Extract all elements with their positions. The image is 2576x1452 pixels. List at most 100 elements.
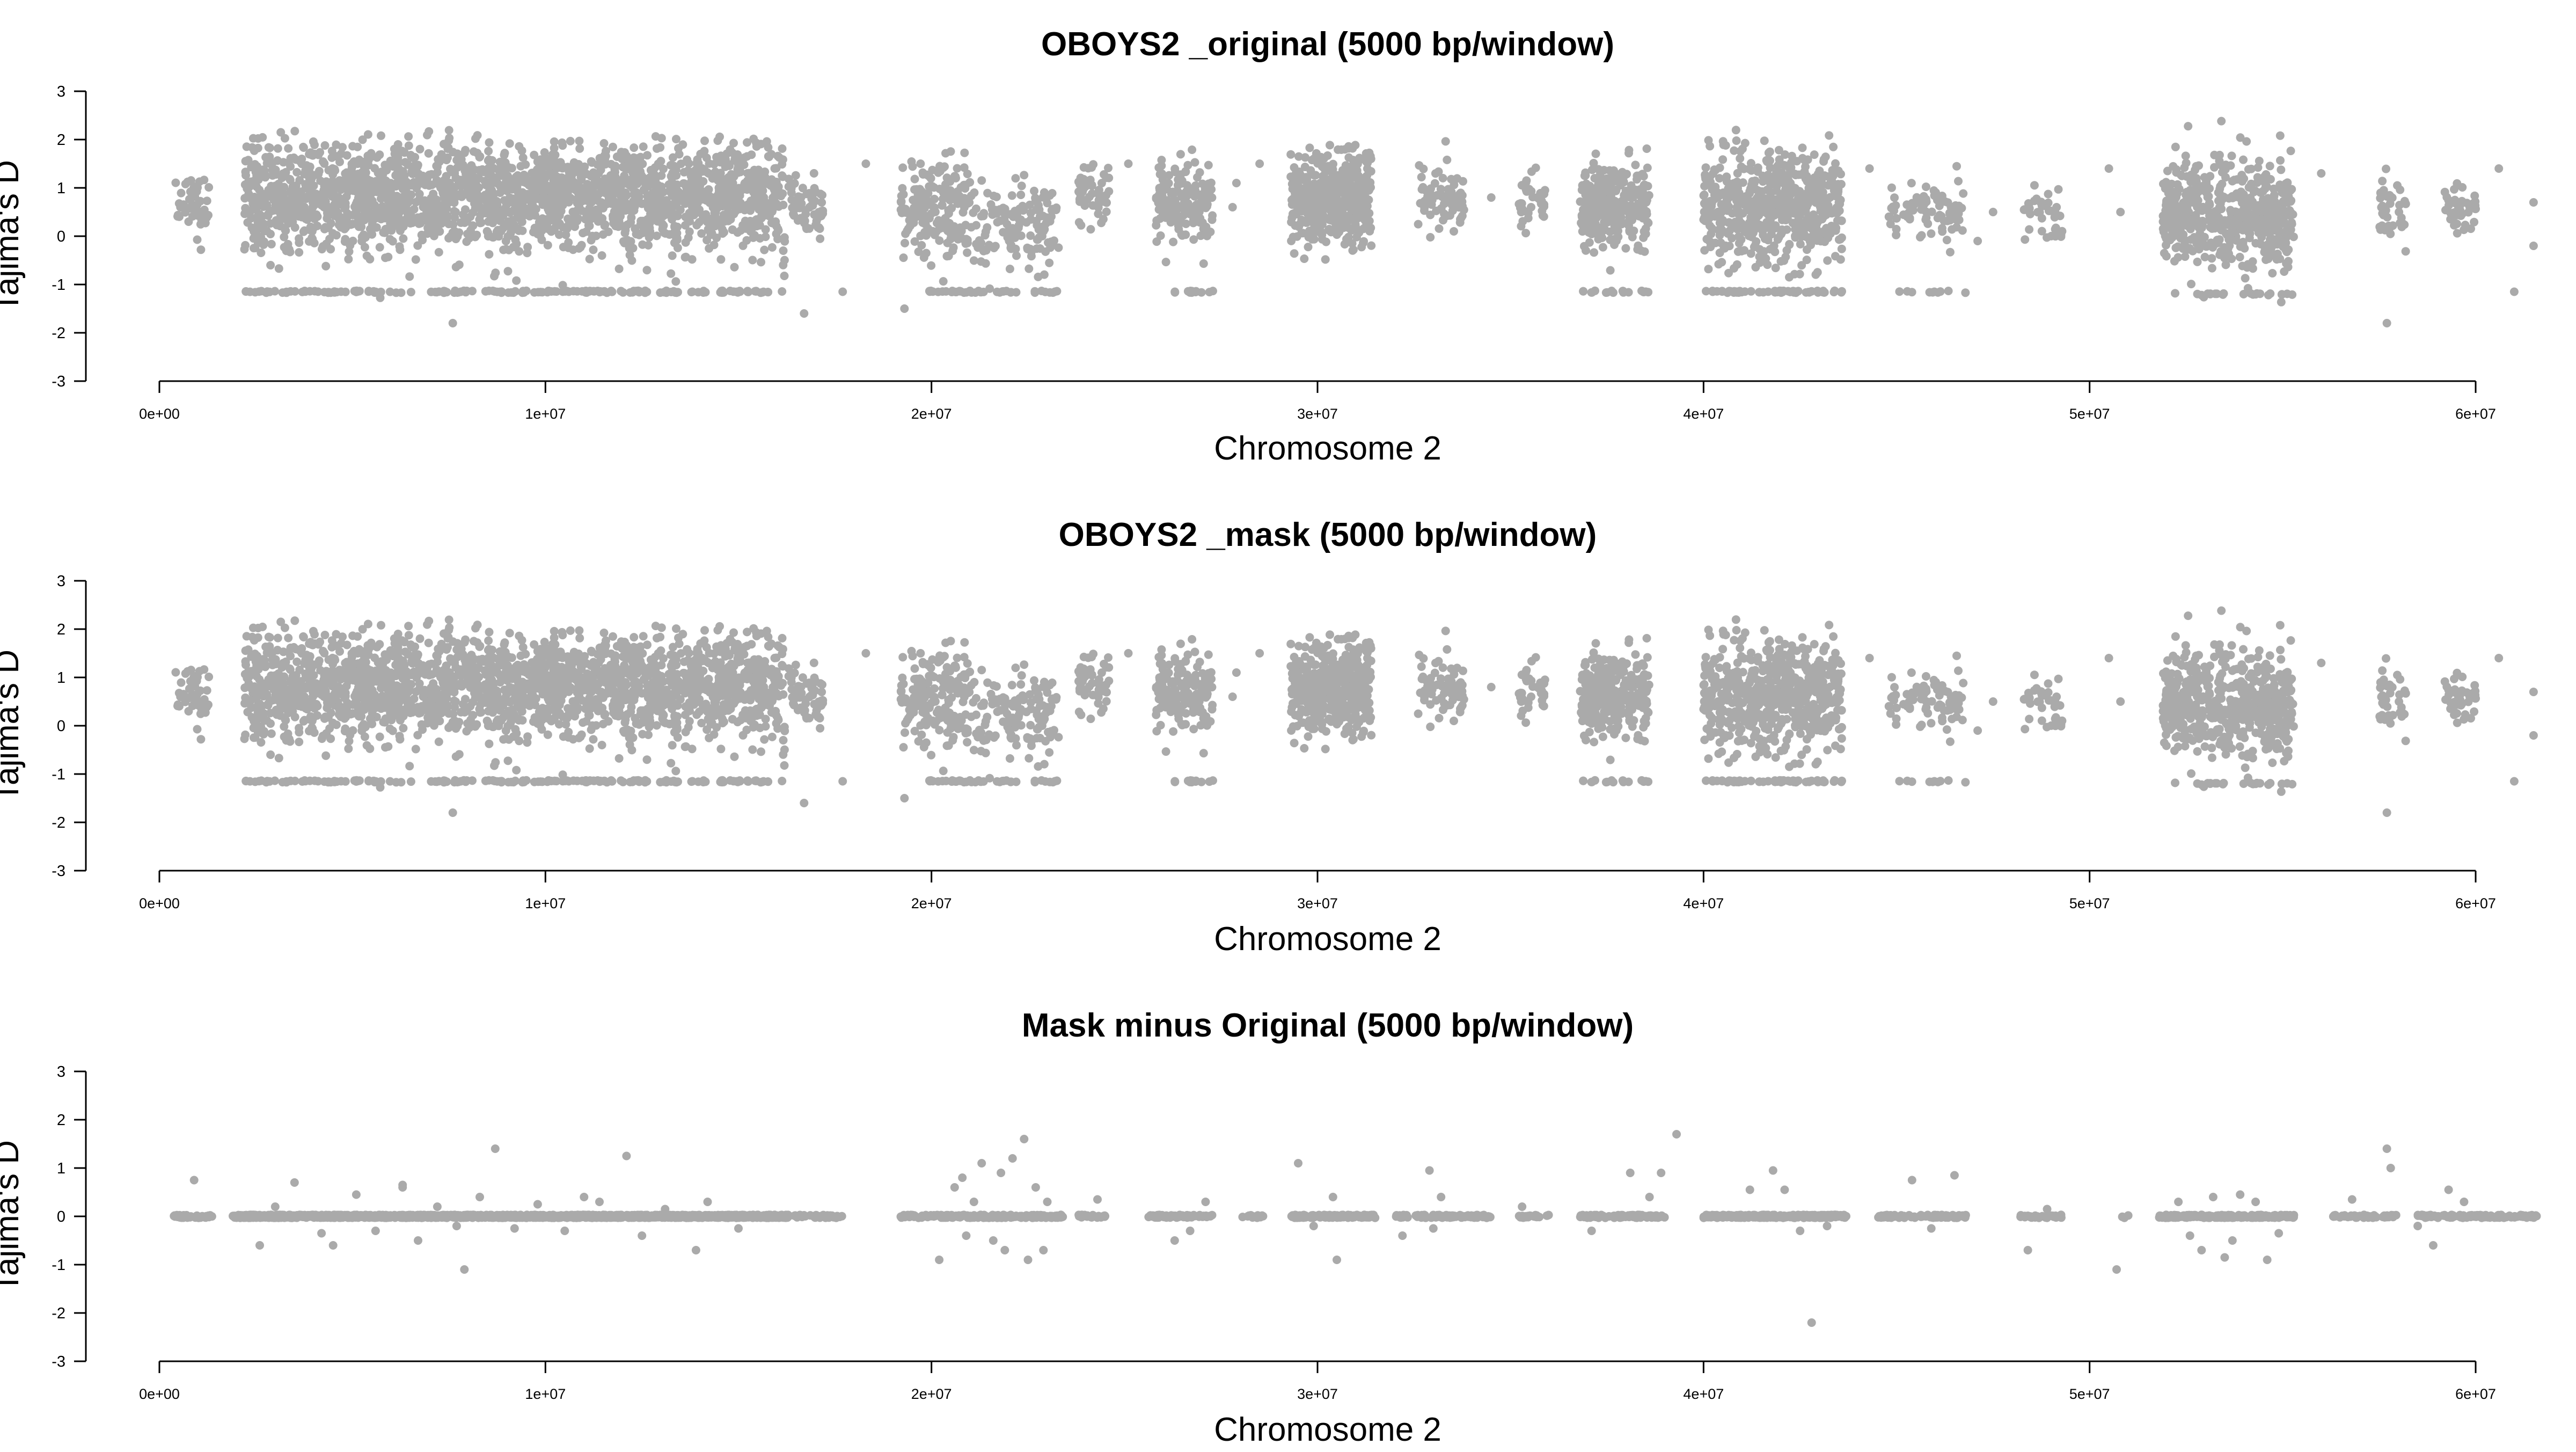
data-point xyxy=(1322,175,1330,184)
data-point xyxy=(2287,147,2295,155)
data-point xyxy=(1011,174,1020,183)
data-point xyxy=(954,235,962,244)
data-point xyxy=(1938,224,1946,232)
data-point xyxy=(581,188,589,197)
data-point xyxy=(509,243,518,251)
data-point xyxy=(287,206,295,214)
data-point xyxy=(1016,191,1025,199)
data-point xyxy=(1733,225,1741,234)
data-point xyxy=(1329,160,1337,169)
x-tick-label: 3e+07 xyxy=(1297,406,1338,422)
data-point xyxy=(619,148,628,157)
data-point xyxy=(2221,219,2230,228)
data-point xyxy=(760,246,769,254)
data-point xyxy=(2194,162,2203,170)
data-point xyxy=(711,211,719,220)
data-point xyxy=(2253,163,2262,172)
data-point xyxy=(2224,244,2233,253)
data-point xyxy=(405,272,414,281)
data-point xyxy=(1631,160,1640,169)
x-tick-label: 1e+07 xyxy=(525,406,566,422)
data-point xyxy=(1173,187,1182,196)
data-point xyxy=(673,234,682,243)
data-point xyxy=(539,200,547,209)
data-point xyxy=(281,225,289,234)
data-point xyxy=(442,215,451,224)
data-point xyxy=(550,137,559,146)
data-point xyxy=(1162,214,1170,222)
data-point xyxy=(1193,173,1202,181)
data-point xyxy=(491,287,499,296)
data-point xyxy=(945,209,953,218)
y-tick-label: 2 xyxy=(57,132,65,149)
data-point xyxy=(355,222,363,231)
data-point xyxy=(409,165,418,174)
data-point xyxy=(1152,221,1160,230)
data-point xyxy=(609,143,617,151)
data-point xyxy=(2471,201,2479,210)
data-point xyxy=(1838,216,1846,225)
data-point xyxy=(241,180,250,189)
data-point xyxy=(1365,180,1374,189)
data-point xyxy=(2378,202,2387,210)
data-point xyxy=(1736,147,1745,156)
data-point xyxy=(1334,181,1342,190)
data-point xyxy=(306,163,314,171)
data-point xyxy=(624,165,632,173)
data-points xyxy=(171,117,2538,327)
data-point xyxy=(1779,176,1788,185)
data-point xyxy=(1601,214,1610,222)
data-point xyxy=(2395,208,2403,216)
data-point xyxy=(194,211,202,220)
data-point xyxy=(943,252,952,260)
data-point xyxy=(1363,164,1372,173)
data-point xyxy=(1756,199,1765,208)
data-point xyxy=(281,134,289,143)
data-point xyxy=(642,288,651,296)
data-point xyxy=(2035,208,2043,216)
data-point xyxy=(394,179,403,188)
data-point xyxy=(1629,193,1637,202)
data-point xyxy=(1592,194,1601,203)
data-point xyxy=(320,203,328,211)
data-point xyxy=(630,202,639,211)
data-point xyxy=(1746,202,1754,211)
data-point xyxy=(960,149,969,157)
data-point xyxy=(389,237,397,246)
data-point xyxy=(935,236,943,245)
data-point xyxy=(336,223,345,232)
data-point xyxy=(1086,225,1095,234)
data-point xyxy=(361,205,370,213)
data-point xyxy=(518,147,526,155)
data-point xyxy=(440,288,448,297)
data-point xyxy=(488,233,497,242)
data-point xyxy=(460,149,469,157)
data-point xyxy=(1764,236,1773,244)
data-point xyxy=(1349,205,1357,214)
data-point xyxy=(2458,183,2467,192)
data-point xyxy=(1326,141,1334,149)
data-point xyxy=(1159,176,1167,184)
data-point xyxy=(1954,177,1963,186)
data-point xyxy=(1077,221,1085,230)
data-point xyxy=(1934,214,1942,222)
data-point xyxy=(555,230,564,239)
data-point xyxy=(1018,181,1026,190)
data-point xyxy=(384,196,392,205)
data-point xyxy=(299,143,308,152)
data-point xyxy=(1157,162,1166,170)
data-point xyxy=(2044,190,2053,199)
data-point xyxy=(1829,143,1838,151)
data-point xyxy=(617,287,625,295)
data-point xyxy=(924,224,932,233)
data-point xyxy=(2171,143,2180,151)
data-point xyxy=(938,201,946,210)
data-point xyxy=(1745,165,1753,173)
data-point xyxy=(1907,179,1916,187)
data-point xyxy=(1952,215,1960,224)
data-point xyxy=(2045,207,2053,215)
data-point xyxy=(1774,199,1783,207)
data-point xyxy=(1204,161,1213,170)
data-point xyxy=(2202,177,2211,186)
data-point xyxy=(1637,246,1645,255)
